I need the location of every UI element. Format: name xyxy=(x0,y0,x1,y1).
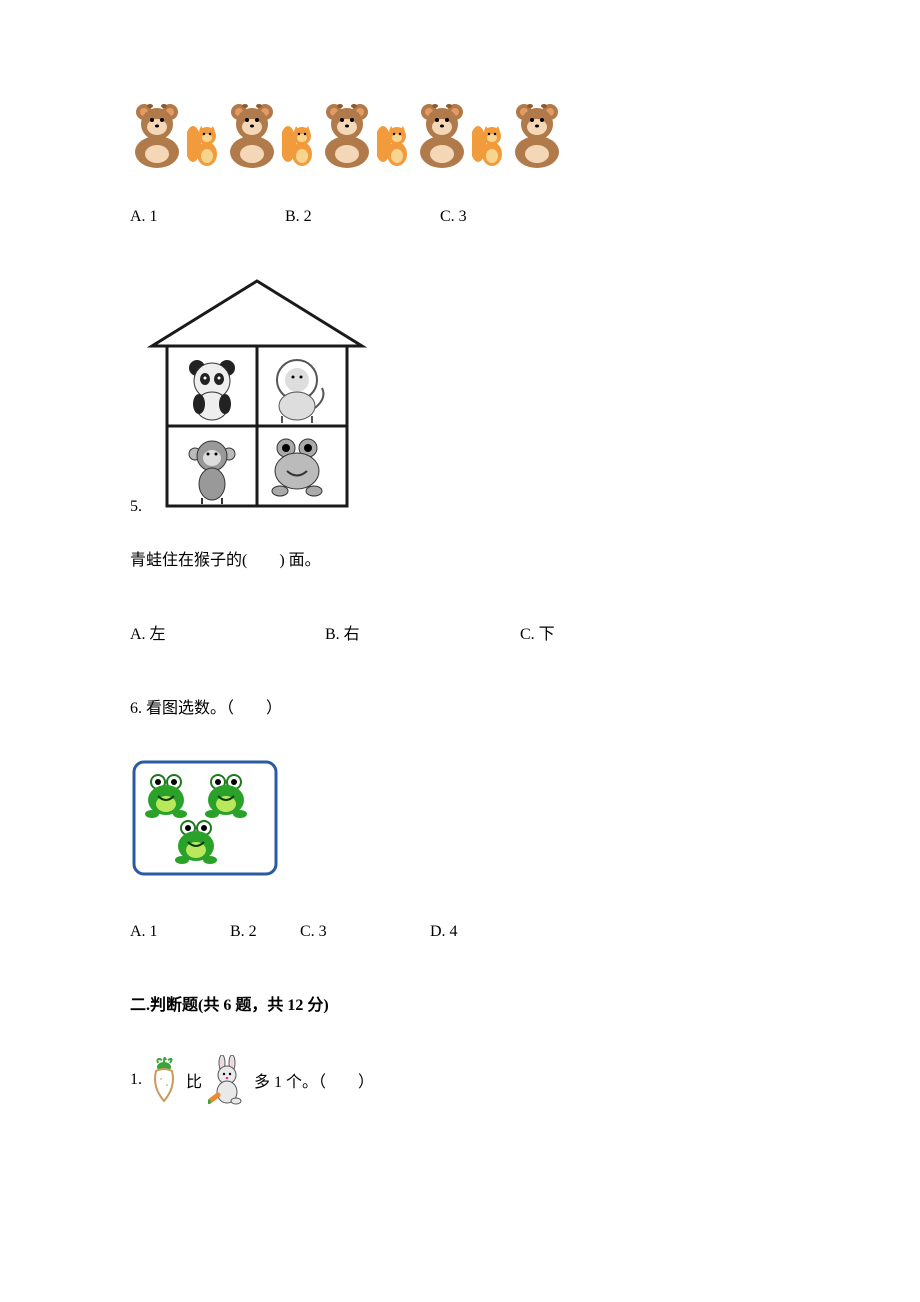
q5-option-b: B. 右 xyxy=(325,620,520,644)
squirrel-small-3 xyxy=(377,116,413,168)
q5-option-c: C. 下 xyxy=(520,620,555,644)
section-2-heading: 二.判断题(共 6 题，共 12 分) xyxy=(130,991,790,1015)
radish-icon xyxy=(148,1057,180,1103)
question-4: A. 1 B. 2 C. 3 xyxy=(130,100,790,226)
q5-option-a: A. 左 xyxy=(130,620,325,644)
q5-number: 5. xyxy=(130,498,142,516)
judgment-q1: 1. 比 多 1 个。（ ） xyxy=(130,1055,790,1105)
q6-prompt: 6. 看图选数。（ ） xyxy=(130,694,790,718)
q4-option-b: B. 2 xyxy=(285,208,440,226)
q6-option-c: C. 3 xyxy=(300,923,430,941)
bear-big-5 xyxy=(510,100,565,168)
squirrel-small-1 xyxy=(187,116,223,168)
house-diagram xyxy=(142,276,372,516)
bear-big-2 xyxy=(225,100,280,168)
bear-big-1 xyxy=(130,100,185,168)
question-6: 6. 看图选数。（ ） xyxy=(130,694,790,941)
j1-text-end: 多 1 个。（ ） xyxy=(254,1068,374,1092)
q5-options: A. 左 B. 右 C. 下 xyxy=(130,620,790,644)
rabbit-icon xyxy=(208,1055,248,1105)
q6-option-d: D. 4 xyxy=(430,923,458,941)
q4-option-a: A. 1 xyxy=(130,208,285,226)
j1-number: 1. xyxy=(130,1071,142,1089)
q6-option-a: A. 1 xyxy=(130,923,230,941)
squirrel-small-4 xyxy=(472,116,508,168)
q5-question-text: 青蛙住在猴子的( ) 面。 xyxy=(130,546,790,570)
bear-big-4 xyxy=(415,100,470,168)
q4-option-c: C. 3 xyxy=(440,208,595,226)
squirrel-small-2 xyxy=(282,116,318,168)
q4-options: A. 1 B. 2 C. 3 xyxy=(130,208,790,226)
bear-big-3 xyxy=(320,100,375,168)
frog-box xyxy=(130,758,280,878)
q6-option-b: B. 2 xyxy=(230,923,300,941)
question-5: 5. xyxy=(130,276,790,644)
j1-text-mid: 比 xyxy=(186,1068,202,1092)
q6-options: A. 1 B. 2 C. 3 D. 4 xyxy=(130,923,790,941)
bear-sequence xyxy=(130,100,790,168)
